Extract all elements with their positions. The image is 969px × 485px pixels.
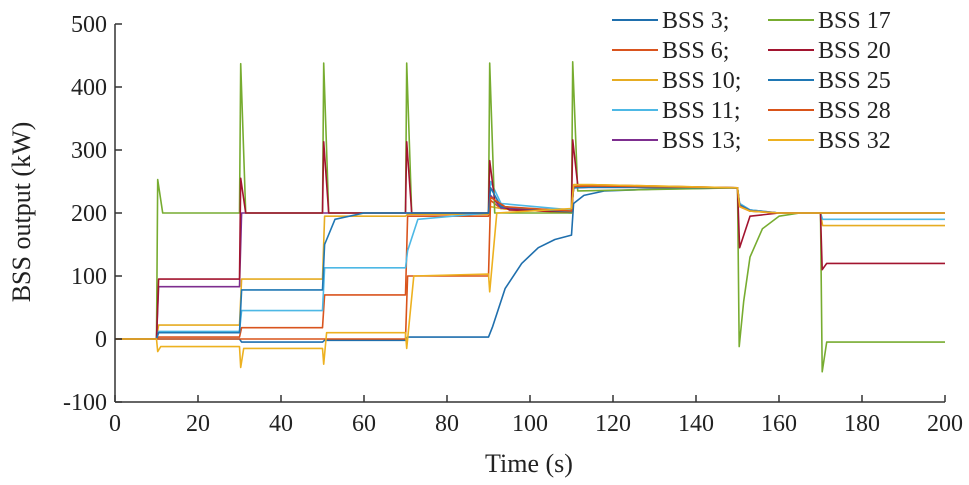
x-tick-label: 180 [844, 411, 880, 437]
x-tick-label: 120 [595, 411, 631, 437]
x-axis-label: Time (s) [485, 449, 573, 478]
legend-label: BSS 20 [818, 38, 891, 64]
series-line-bss-17 [115, 61, 945, 373]
legend-label: BSS 28 [818, 98, 891, 124]
y-tick-label: -100 [63, 390, 107, 416]
x-tick-label: 60 [352, 411, 376, 437]
x-tick-label: 80 [435, 411, 459, 437]
plot-lines [115, 61, 945, 373]
y-tick-label: 200 [71, 201, 107, 227]
y-tick-label: 300 [71, 138, 107, 164]
axes: 0 20 40 60 80 100 120 140 160 180 200-100010020030… [63, 12, 963, 437]
legend-label: BSS 32 [818, 128, 891, 154]
legend-label: BSS 11; [662, 98, 740, 124]
y-tick-label: 0 [95, 327, 107, 353]
x-tick-label: 0 [109, 411, 121, 437]
x-tick-label: 40 [269, 411, 293, 437]
y-tick-label: 100 [71, 264, 107, 290]
legend-label: BSS 3; [662, 8, 729, 34]
legend-label: BSS 17 [818, 8, 891, 34]
legend-label: BSS 25 [818, 68, 891, 94]
legend-label: BSS 13; [662, 128, 741, 154]
series-line-bss-32 [115, 183, 945, 369]
legend-label: BSS 10; [662, 68, 741, 94]
x-tick-label: 160 [761, 411, 797, 437]
x-tick-label: 200 [927, 411, 963, 437]
x-tick-label: 100 [512, 411, 548, 437]
legend: BSS 3; BSS 17 BSS 6; BSS 20 BSS 10; BSS 25 BSS… [612, 8, 891, 154]
y-tick-label: 500 [71, 12, 107, 38]
series-line-bss-20 [115, 139, 945, 340]
x-tick-label: 140 [678, 411, 714, 437]
x-tick-label: 20 [186, 411, 210, 437]
y-tick-label: 400 [71, 75, 107, 101]
legend-label: BSS 6; [662, 38, 729, 64]
series-line-bss-25 [115, 186, 945, 340]
y-axis-label: BSS output (kW) [7, 122, 36, 303]
